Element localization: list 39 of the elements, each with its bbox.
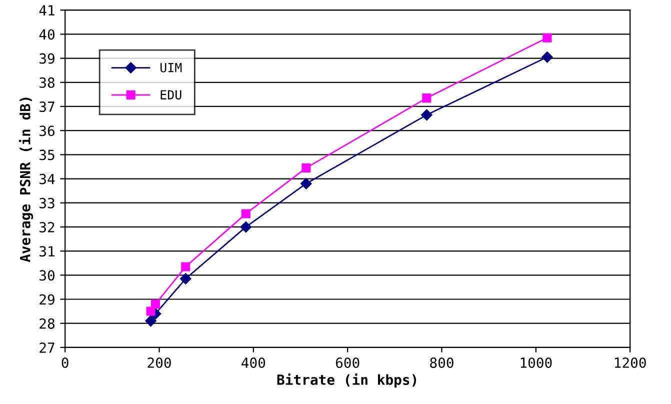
y-tick-label: 35 bbox=[40, 150, 54, 160]
point bbox=[181, 262, 190, 272]
point bbox=[241, 209, 250, 218]
point bbox=[542, 51, 553, 63]
x-tick-label: 800 bbox=[430, 357, 454, 368]
point bbox=[542, 33, 552, 42]
point bbox=[300, 178, 312, 190]
point bbox=[146, 306, 156, 316]
y-tick-label: 27 bbox=[40, 342, 54, 353]
point bbox=[302, 163, 311, 172]
y-tick-label: 41 bbox=[39, 5, 54, 16]
x-tick-label: 200 bbox=[148, 357, 171, 368]
y-tick-label: 28 bbox=[40, 318, 54, 329]
x-tick-label: 1000 bbox=[520, 357, 552, 368]
x-tick-label: 600 bbox=[336, 357, 360, 368]
point bbox=[150, 300, 160, 309]
point bbox=[240, 221, 252, 233]
point bbox=[422, 94, 432, 103]
point bbox=[421, 109, 432, 121]
y-tick-label: 33 bbox=[40, 198, 54, 208]
y-tick-label: 34 bbox=[40, 174, 55, 184]
y-tick-label: 39 bbox=[40, 53, 54, 64]
point bbox=[145, 315, 156, 327]
x-axis-title: Bitrate (in kbps) bbox=[277, 373, 416, 388]
y-tick-label: 32 bbox=[40, 222, 54, 232]
x-tick-label: 400 bbox=[242, 357, 266, 368]
legend-label: EDU bbox=[160, 90, 182, 100]
y-tick-label: 31 bbox=[40, 246, 54, 257]
y-axis-title: Average PSNR (in dB) bbox=[18, 98, 34, 262]
point bbox=[180, 273, 192, 284]
y-tick-label: 30 bbox=[40, 270, 54, 281]
y-tick-label: 37 bbox=[40, 101, 54, 112]
y-tick-label: 40 bbox=[39, 29, 54, 40]
y-tick-label: 29 bbox=[40, 294, 54, 305]
legend-label: UIM bbox=[160, 63, 182, 72]
x-tick-label: 0 bbox=[62, 357, 68, 368]
y-tick-label: 36 bbox=[40, 126, 54, 136]
y-tick-label: 38 bbox=[40, 77, 54, 88]
x-tick-label: 1200 bbox=[615, 357, 646, 368]
